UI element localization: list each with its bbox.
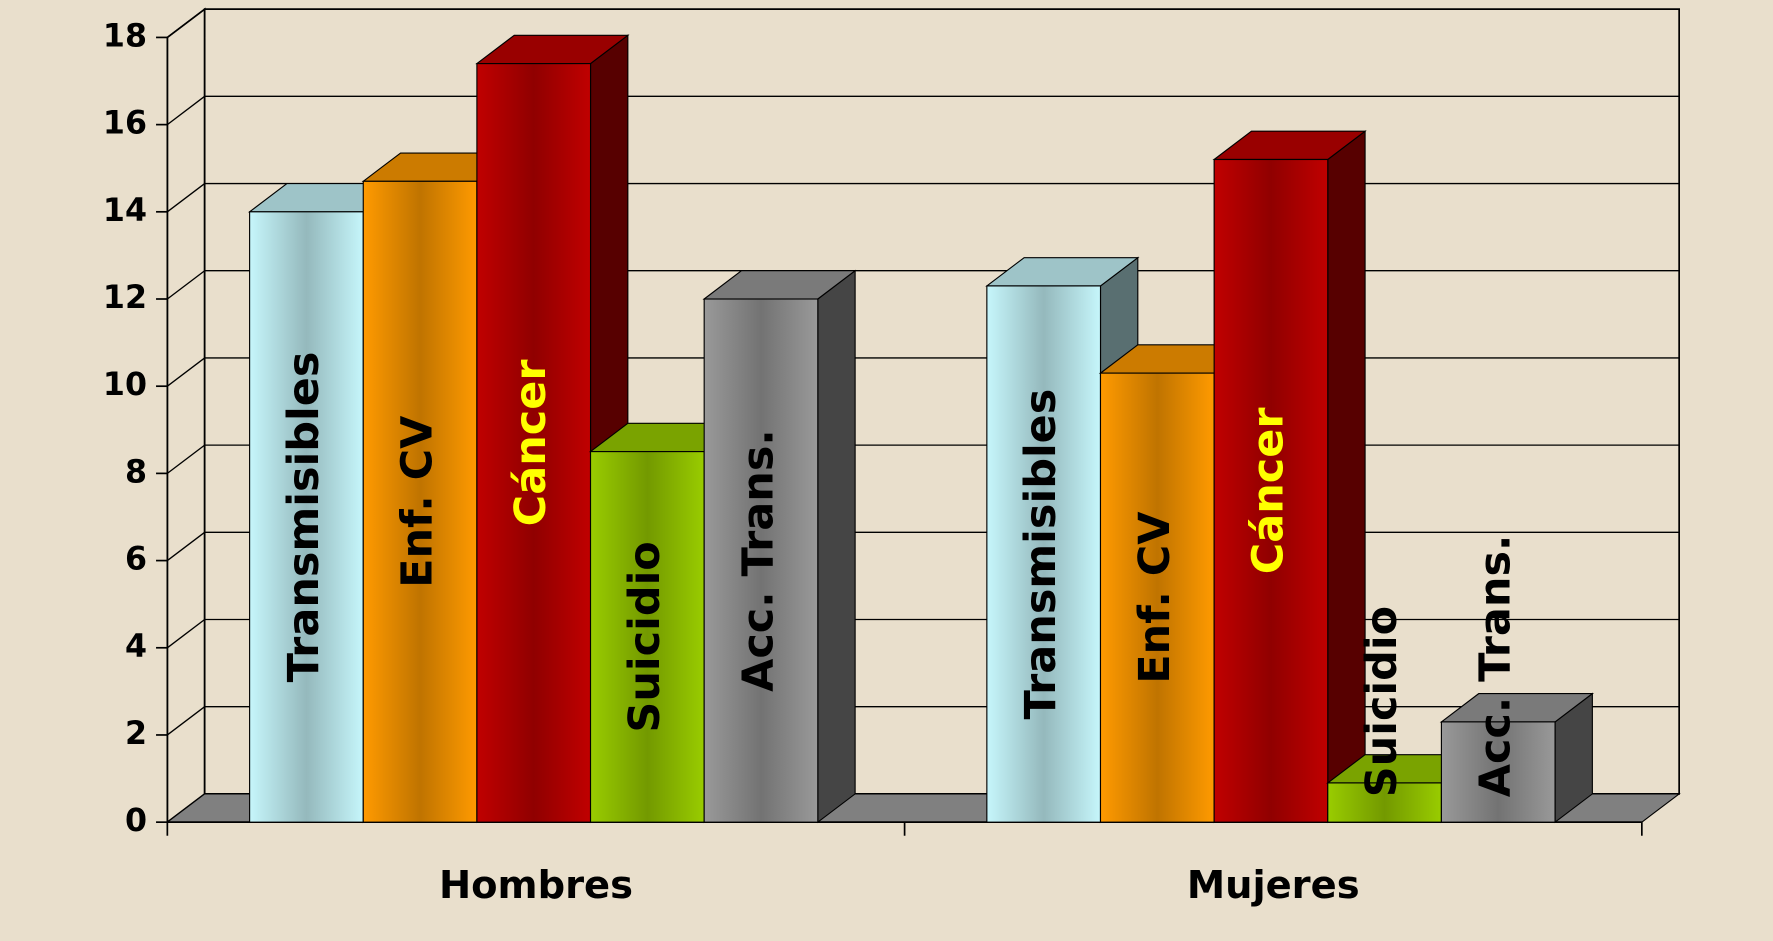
grid-line <box>166 183 206 213</box>
bar-shade <box>590 451 705 823</box>
y-tick-label: 4 <box>125 629 147 665</box>
grid-line <box>166 531 206 562</box>
bar-shade <box>1100 373 1215 823</box>
grid-line <box>166 270 206 300</box>
bar-shade <box>476 63 591 823</box>
bar-shade <box>363 181 477 823</box>
grid-line <box>166 618 206 649</box>
y-tick-label: 12 <box>103 280 147 316</box>
y-tick-label: 0 <box>125 803 147 839</box>
bar-side-shade <box>817 270 856 823</box>
y-tick-label: 6 <box>125 542 147 578</box>
y-tick-label: 16 <box>103 106 147 142</box>
series-label: Transmisibles <box>279 352 329 683</box>
bar-group: Cáncer <box>1212 130 1367 824</box>
bar-side-shade <box>1327 131 1366 823</box>
bar-shade <box>1214 159 1328 823</box>
bar-shade <box>704 299 818 823</box>
series-label: Suicidio <box>1357 606 1407 797</box>
series-label: Cáncer <box>506 359 556 527</box>
bar-group: Acc. Trans. <box>1439 535 1595 824</box>
bar-top-shade <box>476 35 628 64</box>
bar-top-shade <box>1441 693 1593 722</box>
series-label: Enf. CV <box>1130 511 1180 684</box>
grid-line <box>166 95 206 126</box>
bar-shade <box>1441 721 1556 823</box>
bar-top-shade <box>986 257 1138 286</box>
y-tick-label: 18 <box>103 18 147 54</box>
y-tick-label: 2 <box>125 716 147 752</box>
bar-top-shade <box>704 270 856 300</box>
bar-top-shade <box>1214 131 1366 160</box>
grid-line <box>166 706 206 736</box>
x-tick-label: Mujeres <box>1187 863 1360 908</box>
series-label: Acc. Trans. <box>733 429 783 692</box>
grid-line <box>166 8 206 38</box>
y-tick-label: 14 <box>103 193 147 229</box>
series-label: Cáncer <box>1243 407 1293 575</box>
series-label: Suicidio <box>620 541 670 732</box>
bar-shade <box>1327 782 1442 823</box>
series-label: Acc. Trans. <box>1471 535 1521 798</box>
bar-shade <box>986 285 1101 823</box>
grid-line <box>166 444 206 474</box>
bar-shade <box>249 211 364 823</box>
bar-group: Cáncer <box>475 34 630 824</box>
series-label: Transmisibles <box>1016 389 1066 720</box>
y-tick-label: 10 <box>103 367 147 403</box>
grid-line <box>166 357 206 387</box>
series-label: Enf. CV <box>393 415 443 588</box>
x-tick-label: Hombres <box>439 863 633 908</box>
bar-side-shade <box>1555 693 1593 823</box>
y-tick-label: 8 <box>125 454 147 490</box>
bar-group: Acc. Trans. <box>702 269 857 824</box>
